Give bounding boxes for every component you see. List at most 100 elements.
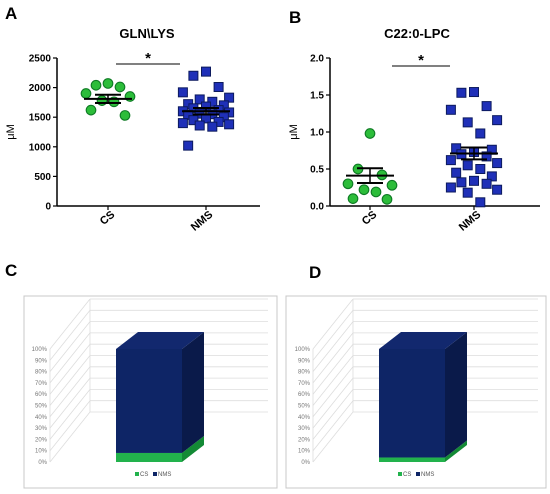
y-tick-label-a: 2500 (29, 54, 52, 65)
data-point-nms (177, 87, 188, 98)
bar-segment-cs-side (445, 440, 467, 462)
y-tick-label-a: 1500 (29, 113, 52, 124)
significance-star-a: * (145, 50, 151, 67)
category-label-a-cs: CS (98, 209, 117, 228)
data-point-nms (451, 167, 462, 178)
bar-segment-nms-side (445, 332, 467, 458)
data-point-nms (481, 178, 492, 189)
legend-swatch-nms (153, 472, 157, 476)
gridline-side-d (312, 298, 354, 350)
marks-a: * (80, 50, 235, 151)
data-point-nms (224, 119, 235, 130)
y-tick-label-d: 20% (298, 437, 311, 443)
data-point-cs (370, 186, 382, 198)
bar-top-nms (379, 332, 467, 349)
legend-swatch-cs (135, 472, 139, 476)
stacked-bar-panel-d: 0% 10% 20% 30% 40% 50% 60% 70% 80% 90% 100% CS NMS (285, 295, 547, 489)
gridline-side-c (49, 400, 91, 451)
significance-star-b: * (418, 52, 424, 69)
y-tick-label-b: 1.0 (310, 128, 324, 139)
y-axis-label-b: μM (288, 124, 300, 140)
data-point-nms (492, 184, 503, 195)
data-point-nms (177, 118, 188, 129)
gridline-side-d (312, 366, 354, 418)
stacked-bar-panel-c: 0% 10% 20% 30% 40% 50% 60% 70% 80% 90% 100% CS NMS (23, 295, 278, 489)
data-point-cs (364, 128, 376, 139)
data-point-nms (456, 87, 467, 98)
data-point-nms (481, 101, 492, 112)
bar-segment-nms (116, 349, 182, 453)
data-point-nms (207, 121, 218, 132)
data-point-cs (80, 88, 92, 99)
gridline-side-d (312, 377, 354, 429)
category-label-b-nms: NMS (457, 209, 483, 234)
legend-swatch-cs (398, 472, 402, 476)
data-point-cs (381, 193, 393, 205)
gridline-side-d (312, 332, 354, 384)
bar-segment-cs-side (182, 435, 204, 462)
y-tick-label-a: 0 (45, 202, 51, 213)
y-tick-label-b: 1.5 (310, 91, 324, 102)
panel-letter-d: D (309, 263, 321, 282)
data-point-nms (481, 151, 492, 162)
y-tick-label-d: 100% (295, 347, 311, 353)
gridline-side-d (312, 310, 354, 361)
y-tick-label-d: 0% (301, 460, 310, 466)
y-tick-label-a: 2000 (29, 83, 52, 94)
y-tick-label-d: 80% (298, 370, 311, 376)
data-point-nms (492, 158, 503, 169)
data-point-nms (462, 187, 473, 198)
data-point-nms (475, 164, 486, 174)
y-tick-label-c: 100% (32, 347, 48, 353)
axes-b: 0.0 0.5 1.0 1.5 2.0 CS NMS (310, 54, 540, 234)
y-tick-label-d: 10% (298, 449, 311, 455)
data-point-nms (456, 177, 467, 188)
data-point-nms (462, 160, 473, 171)
y-tick-label-c: 80% (35, 370, 48, 376)
data-point-nms (475, 128, 486, 139)
gridline-side-d (312, 411, 354, 463)
y-tick-label-d: 90% (298, 358, 311, 364)
data-point-nms (486, 171, 497, 182)
category-label-b-cs: CS (360, 209, 379, 228)
bar-segment-cs (379, 457, 445, 462)
data-point-cs (358, 184, 370, 196)
data-point-nms (445, 155, 456, 166)
chart-title-a: GLN\LYS (119, 26, 174, 41)
gridline-side-c (49, 355, 91, 406)
marks-b: * (342, 52, 503, 208)
data-point-nms (201, 66, 211, 77)
bar-segment-nms-side (182, 332, 204, 453)
data-point-nms (445, 104, 456, 115)
bar-segment-cs (116, 452, 182, 462)
bar-segment-nms (379, 349, 445, 458)
chart-title-b: C22:0-LPC (384, 26, 450, 41)
category-label-a-nms: NMS (189, 209, 215, 234)
data-point-nms (462, 117, 473, 128)
data-point-cs (386, 179, 398, 191)
data-point-nms (469, 175, 479, 186)
data-point-cs (342, 178, 354, 190)
data-point-cs (114, 81, 126, 93)
y-tick-label-d: 30% (298, 426, 311, 432)
legend-label-cs: CS (140, 472, 148, 478)
scatter-panel-b: C22:0-LPC μM 0.0 0.5 1.0 1.5 2.0 CS NMS * (288, 26, 540, 234)
gridline-side-c (49, 411, 91, 463)
data-point-nms (194, 94, 205, 105)
gridline-side-c (49, 332, 91, 384)
data-point-nms (188, 70, 199, 81)
data-point-nms (188, 115, 199, 126)
panel-letter-a: A (5, 4, 17, 23)
gridline-side-c (49, 343, 91, 395)
y-tick-label-d: 60% (298, 392, 311, 398)
data-point-nms (224, 92, 235, 103)
panel-letter-b: B (289, 8, 301, 27)
gridline-side-c (49, 366, 91, 418)
gridline-side-c (49, 310, 91, 361)
gridline-side-d (312, 355, 354, 406)
legend-label-cs: CS (403, 472, 411, 478)
gridline-side-c (49, 321, 91, 372)
data-point-cs (119, 110, 131, 121)
y-tick-label-b: 0.0 (310, 202, 324, 213)
